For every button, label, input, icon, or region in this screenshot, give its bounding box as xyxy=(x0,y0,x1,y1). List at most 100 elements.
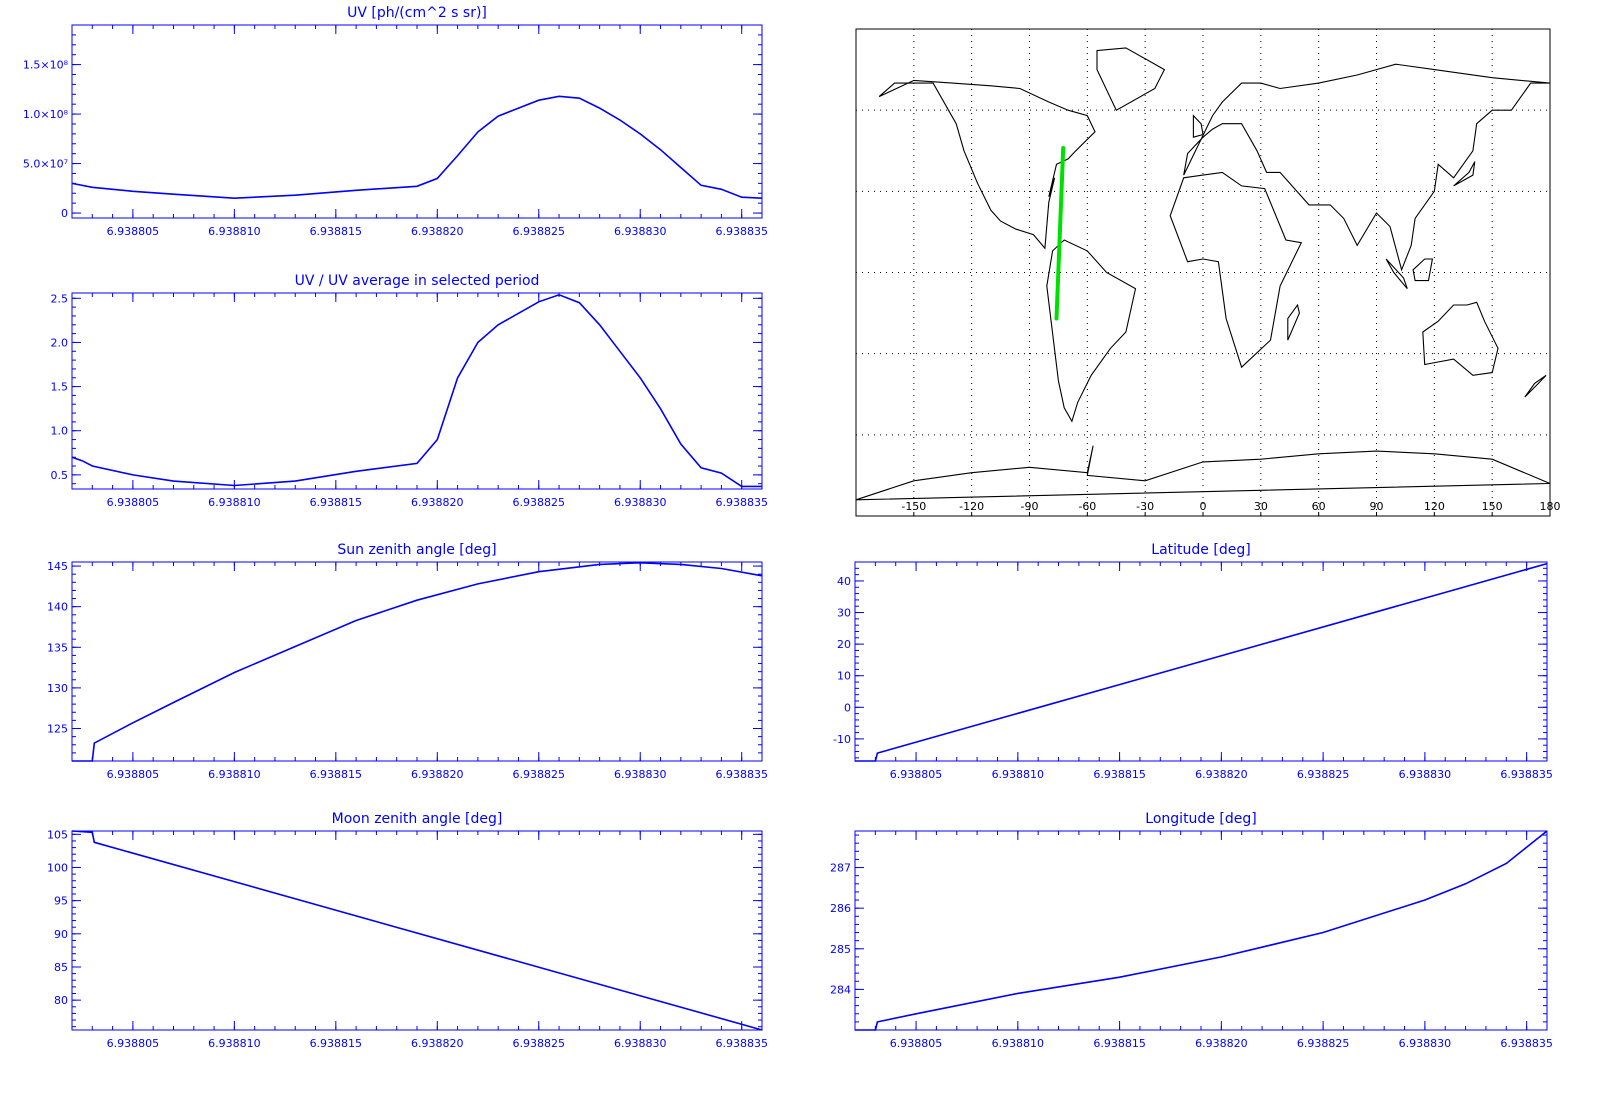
y-tick-label: 105 xyxy=(47,828,68,841)
y-tick-label: 30 xyxy=(837,607,851,620)
coastline-australia xyxy=(1422,301,1499,376)
x-tick-label: 6.938830 xyxy=(1399,768,1452,781)
x-tick-label: 6.938815 xyxy=(310,1037,363,1050)
coastline-eurasia xyxy=(1183,63,1551,272)
y-tick-label: 1.5×10⁸ xyxy=(23,59,69,72)
series-line xyxy=(72,561,763,762)
x-tick-label: 6.938830 xyxy=(614,496,667,509)
y-tick-label: 100 xyxy=(47,861,68,874)
map-lon-tick-label: 30 xyxy=(1254,500,1268,513)
map-lon-tick-label: -30 xyxy=(1136,500,1154,513)
x-tick-label: 6.938825 xyxy=(513,768,566,781)
x-tick-label: 6.938810 xyxy=(208,225,261,238)
map-lon-tick-label: 0 xyxy=(1200,500,1207,513)
y-tick-label: 20 xyxy=(837,638,851,651)
chart-lat: Latitude [deg] 6.938805 6.938810 6.938815 6.… xyxy=(833,542,1553,781)
series-line xyxy=(71,293,762,488)
world-map: -150 -120 -90 -60 -30 0 30 60 90 120 150 180 xyxy=(855,28,1561,517)
x-tick-label: 6.938815 xyxy=(1093,768,1146,781)
series-line xyxy=(855,830,1548,1031)
y-tick-label: 130 xyxy=(47,682,68,695)
chart-title: Sun zenith angle [deg] xyxy=(337,542,496,558)
chart-title: UV / UV average in selected period xyxy=(295,273,540,289)
y-tick-label: 85 xyxy=(54,961,68,974)
series-line xyxy=(71,830,763,1031)
y-tick-label: 80 xyxy=(54,994,68,1007)
x-tick-label: 6.938805 xyxy=(890,1037,943,1050)
map-lon-tick-label: 90 xyxy=(1370,500,1384,513)
x-tick-label: 6.938820 xyxy=(1195,1037,1248,1050)
y-tick-label: 287 xyxy=(830,862,851,875)
x-tick-label: 6.938805 xyxy=(107,496,160,509)
x-tick-label: 6.938815 xyxy=(310,768,363,781)
satellite-track xyxy=(1054,146,1066,321)
map-lon-tick-label: -120 xyxy=(959,500,984,513)
x-tick-label: 6.938830 xyxy=(1399,1037,1452,1050)
x-tick-label: 6.938825 xyxy=(1297,768,1350,781)
x-tick-label: 6.938810 xyxy=(208,1037,261,1050)
y-tick-label: 1.5 xyxy=(51,381,69,394)
y-tick-label: 2.0 xyxy=(51,336,69,349)
x-tick-label: 6.938825 xyxy=(513,225,566,238)
x-tick-label: 6.938825 xyxy=(513,1037,566,1050)
y-tick-label: 286 xyxy=(830,902,851,915)
y-tick-label: 95 xyxy=(54,895,68,908)
x-tick-label: 6.938805 xyxy=(107,1037,160,1050)
x-tick-label: 6.938835 xyxy=(1500,768,1553,781)
chart-moon: Moon zenith angle [deg] 6.938805 6.938810 6… xyxy=(47,811,768,1050)
x-tick-label: 6.938820 xyxy=(411,1037,464,1050)
plot-frame xyxy=(854,830,1548,1031)
plot-frame xyxy=(71,24,763,219)
coastline-south-america xyxy=(1046,239,1137,423)
y-tick-label: 2.5 xyxy=(51,292,69,305)
chart-uv: UV [ph/(cm^2 s sr)] 6.938805 6.938810 6.938… xyxy=(23,5,768,238)
x-tick-label: 6.938830 xyxy=(614,768,667,781)
coastline-antarctica xyxy=(855,445,1551,501)
series-line xyxy=(71,95,763,200)
x-tick-label: 6.938835 xyxy=(1500,1037,1553,1050)
map-lon-tick-label: 120 xyxy=(1424,500,1445,513)
y-tick-label: 140 xyxy=(47,601,68,614)
x-tick-label: 6.938830 xyxy=(614,1037,667,1050)
x-tick-label: 6.938835 xyxy=(715,768,768,781)
chart-title: UV [ph/(cm^2 s sr)] xyxy=(347,5,487,21)
map-lon-tick-label: -60 xyxy=(1078,500,1096,513)
chart-lon: Longitude [deg] 6.938805 6.938810 6.938815 6… xyxy=(830,811,1553,1050)
plot-frame xyxy=(71,561,763,762)
x-tick-label: 6.938835 xyxy=(715,496,768,509)
x-tick-label: 6.938815 xyxy=(310,496,363,509)
y-tick-label: 135 xyxy=(47,641,68,654)
map-lon-tick-label: 180 xyxy=(1540,500,1561,513)
coastline-new-zealand xyxy=(1524,374,1547,398)
y-tick-label: 1.0×10⁸ xyxy=(23,108,69,121)
map-lon-tick-label: 150 xyxy=(1482,500,1503,513)
map-lon-tick-label: -150 xyxy=(901,500,926,513)
x-tick-label: 6.938825 xyxy=(1297,1037,1350,1050)
coastline-north-america xyxy=(878,79,1096,250)
x-tick-label: 6.938835 xyxy=(715,1037,768,1050)
series-line xyxy=(855,562,1548,762)
x-tick-label: 6.938805 xyxy=(107,768,160,781)
map-lon-tick-label: 60 xyxy=(1312,500,1326,513)
x-tick-label: 6.938810 xyxy=(208,768,261,781)
y-tick-label: 284 xyxy=(830,983,851,996)
y-tick-label: 0 xyxy=(61,207,68,220)
x-tick-label: 6.938820 xyxy=(411,768,464,781)
x-tick-label: 6.938810 xyxy=(208,496,261,509)
x-tick-label: 6.938815 xyxy=(310,225,363,238)
coastline-borneo xyxy=(1412,258,1434,282)
y-tick-label: 40 xyxy=(837,575,851,588)
x-tick-label: 6.938810 xyxy=(992,1037,1045,1050)
y-tick-label: 125 xyxy=(47,723,68,736)
y-tick-label: 0.5 xyxy=(51,469,69,482)
chart-uv_ratio: UV / UV average in selected period 6.9388… xyxy=(51,273,768,509)
x-tick-label: 6.938805 xyxy=(890,768,943,781)
x-tick-label: 6.938825 xyxy=(513,496,566,509)
x-tick-label: 6.938810 xyxy=(992,768,1045,781)
coastline-japan xyxy=(1453,161,1476,187)
y-tick-label: 285 xyxy=(830,943,851,956)
x-tick-label: 6.938835 xyxy=(715,225,768,238)
x-tick-label: 6.938830 xyxy=(614,225,667,238)
y-tick-label: 145 xyxy=(47,560,68,573)
